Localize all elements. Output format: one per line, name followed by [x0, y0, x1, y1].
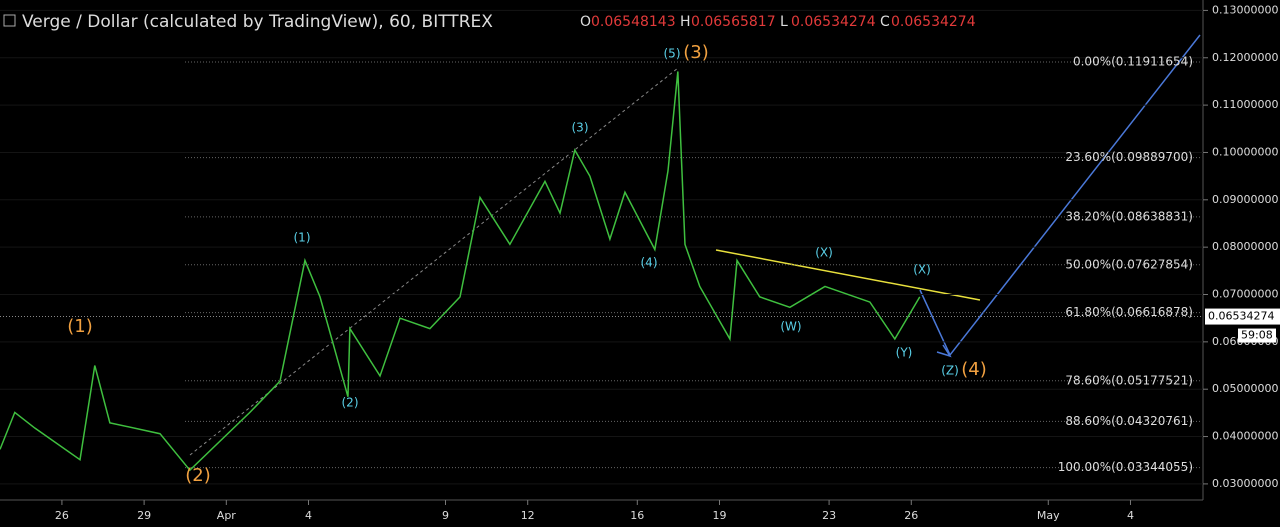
last-price-tag: [1205, 308, 1280, 325]
symbol-title[interactable]: Verge / Dollar (calculated by TradingVie…: [22, 12, 493, 32]
ohlc-value: 0.06548143: [591, 14, 676, 30]
x-tick-label: May: [1037, 509, 1060, 522]
y-tick-label: 0.08000000: [1212, 240, 1278, 253]
y-tick-label: 0.07000000: [1212, 288, 1278, 301]
countdown-tag: [1238, 328, 1276, 343]
fib-label: 88.60%(0.04320761): [1065, 414, 1193, 428]
x-tick-label: 12: [521, 509, 535, 522]
wave-label: (4): [641, 256, 658, 270]
y-tick-label: 0.11000000: [1212, 98, 1278, 111]
ohlc-key: H: [680, 14, 691, 30]
projection-arrow: [936, 344, 952, 358]
wave-label: (W): [780, 320, 801, 334]
y-tick-label: 0.05000000: [1212, 382, 1278, 395]
collapse-button[interactable]: [3, 14, 16, 27]
y-tick-label: 0.03000000: [1212, 477, 1278, 490]
ohlc-key: C: [880, 14, 890, 30]
x-tick-label: 26: [55, 509, 69, 522]
wave-label: (X): [913, 263, 931, 277]
wave-label: (X): [815, 246, 833, 260]
trendline: [715, 249, 981, 301]
x-tick-label: Apr: [217, 509, 237, 522]
x-tick-label: 16: [630, 509, 644, 522]
y-tick-label: 0.12000000: [1212, 51, 1278, 64]
price-line: [0, 71, 921, 472]
x-tick-label: 9: [442, 509, 449, 522]
wave-label: (4): [961, 359, 987, 380]
wave-label: (2): [342, 396, 359, 410]
ohlc-value: 0.06534274: [791, 14, 876, 30]
ohlc-value: 0.06534274: [891, 14, 976, 30]
x-tick-label: 4: [305, 509, 312, 522]
y-tick-label: 0.09000000: [1212, 193, 1278, 206]
fib-label: 38.20%(0.08638831): [1065, 209, 1193, 223]
fib-label: 50.00%(0.07627854): [1065, 257, 1193, 271]
fib-label: 61.80%(0.06616878): [1065, 305, 1193, 319]
wave-label: (Z): [941, 364, 959, 378]
y-tick-label: 0.13000000: [1212, 3, 1278, 16]
y-tick-label: 0.10000000: [1212, 145, 1278, 158]
ohlc-value: 0.06565817: [691, 14, 776, 30]
wave-label: (Y): [896, 346, 913, 360]
x-tick-label: 19: [712, 509, 726, 522]
wave-label: (2): [185, 465, 211, 486]
fib-label: 0.00%(0.11911654): [1073, 54, 1193, 68]
fib-label: 78.60%(0.05177521): [1065, 373, 1193, 387]
wave-label: (3): [572, 121, 589, 135]
wave-label: (1): [294, 231, 311, 245]
x-tick-label: 23: [822, 509, 836, 522]
fib-label: 23.60%(0.09889700): [1065, 150, 1193, 164]
last-price-label: 0.06534274: [1208, 310, 1274, 323]
fib-label: 100.00%(0.03344055): [1058, 460, 1193, 474]
y-tick-label: 0.04000000: [1212, 430, 1278, 443]
wave-label: (3): [683, 42, 709, 63]
countdown: 59:08: [1241, 329, 1273, 342]
ohlc-key: L: [780, 14, 788, 30]
x-tick-label: 29: [137, 509, 151, 522]
x-tick-label: 26: [904, 509, 918, 522]
x-tick-label: 4: [1127, 509, 1134, 522]
ohlc-key: O: [580, 14, 591, 30]
wave-label: (1): [67, 316, 93, 337]
wave-label: (5): [664, 47, 681, 61]
